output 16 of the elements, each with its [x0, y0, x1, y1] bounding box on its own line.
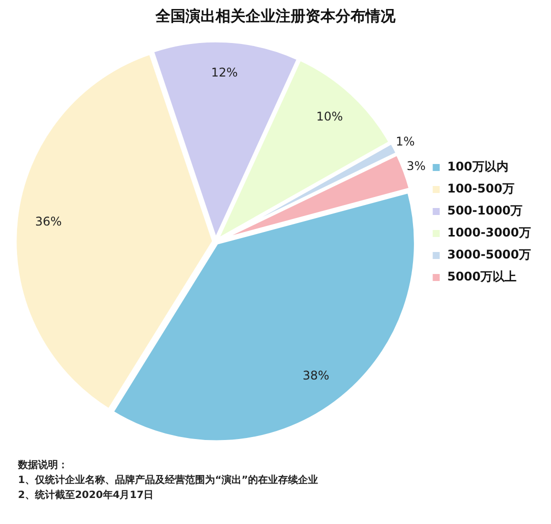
data-label: 12%: [211, 66, 238, 80]
data-label: 3%: [406, 159, 426, 174]
data-label: 38%: [302, 368, 330, 383]
data-label: 10%: [316, 110, 343, 124]
text: 1、仅统计企业名称、品牌产品及经营范围为“演出”的在业存续企业: [18, 474, 318, 488]
text: 2、统计截至2020年4月17日: [18, 488, 155, 503]
legend-label: 5000万以上: [447, 270, 517, 284]
legend-label: 1000-3000万: [447, 226, 532, 240]
legend-label: 3000-5000万: [447, 248, 532, 262]
legend-label: 100万以内: [447, 160, 508, 174]
chart-title: 全国演出相关企业注册资本分布情况: [154, 6, 396, 25]
text: 数据说明：: [18, 458, 69, 473]
data-label: 1%: [396, 134, 415, 148]
legend-label: 100-500万: [447, 182, 514, 196]
legend-label: 500-1000万: [447, 204, 523, 218]
data-label: 36%: [35, 214, 62, 228]
